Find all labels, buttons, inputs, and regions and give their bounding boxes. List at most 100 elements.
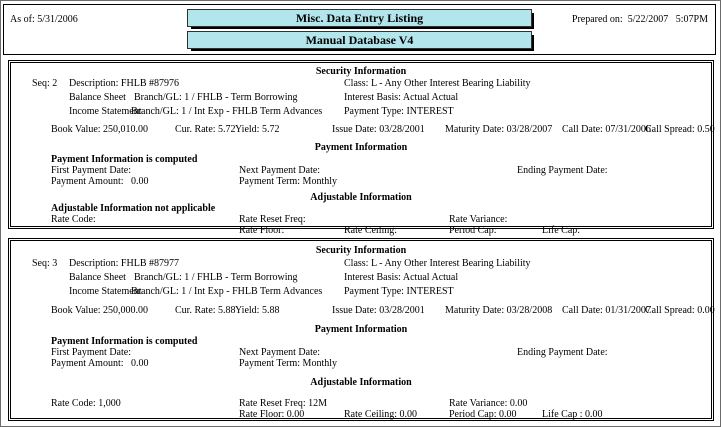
life-cap-field: Life Cap : 0.00 — [542, 409, 603, 420]
payment-section-header: Payment Information — [11, 142, 711, 154]
balance-branch-field: Branch/GL: 1 / FHLB - Term Borrowing — [134, 92, 298, 103]
prepared-on-timestamp: Prepared on: 5/22/2007 5:07PM — [571, 14, 708, 25]
record-row: Rate Code: Rate Reset Freq: Rate Varianc… — [11, 214, 711, 226]
rate-code-field: Rate Code: — [51, 214, 96, 225]
call-spread-field: Call Spread: 0.00 — [645, 305, 715, 316]
rate-code-field: Rate Code: 1,000 — [51, 398, 121, 409]
rate-reset-freq-field: Rate Reset Freq: — [239, 214, 306, 225]
rate-reset-freq-field: Rate Reset Freq: 12M — [239, 398, 328, 409]
call-date-field: Call Date: 01/31/2007 — [562, 305, 651, 316]
record-row: First Payment Date: Next Payment Date: E… — [11, 165, 711, 177]
maturity-date-field: Maturity Date: 03/28/2007 — [445, 124, 553, 135]
seq-label: Seq: 2 — [32, 78, 58, 89]
record-row: Seq: 2 Description: FHLB #87976 Class: L… — [11, 78, 711, 90]
cur-rate-field: Cur. Rate: 5.72 — [175, 124, 236, 135]
balance-branch-field: Branch/GL: 1 / FHLB - Term Borrowing — [134, 272, 298, 283]
book-value-field: Book Value: 250,000.00 — [51, 305, 149, 316]
record-row: Income Statement Branch/GL: 1 / Int Exp … — [11, 286, 711, 298]
adjustable-note: Adjustable Information not applicable — [51, 203, 216, 214]
payment-type-field: Payment Type: INTEREST — [344, 286, 454, 297]
yield-field: Yield: 5.72 — [235, 124, 280, 135]
record-block-seq-3: Security Information Seq: 3 Description:… — [8, 238, 715, 421]
record-block-seq-2: Security Information Seq: 2 Description:… — [8, 60, 715, 236]
class-field: Class: L - Any Other Interest Bearing Li… — [344, 78, 531, 89]
payment-section-header: Payment Information — [11, 324, 711, 336]
ending-payment-date-field: Ending Payment Date: — [517, 347, 608, 358]
first-payment-date-field: First Payment Date: — [51, 347, 131, 358]
record-row: Rate Floor: Rate Ceiling: Period Cap: Li… — [11, 225, 711, 237]
record-row: Balance Sheet Branch/GL: 1 / FHLB - Term… — [11, 272, 711, 284]
record-row: First Payment Date: Next Payment Date: E… — [11, 347, 711, 359]
payment-section-title: Payment Information — [314, 324, 408, 335]
adjustable-section-title: Adjustable Information — [310, 377, 412, 388]
call-spread-field: Call Spread: 0.50 — [645, 124, 715, 135]
income-branch-field: Branch/GL: 1 / Int Exp - FHLB Term Advan… — [131, 286, 323, 297]
issue-date-field: Issue Date: 03/28/2001 — [332, 124, 425, 135]
rate-ceiling-field: Rate Ceiling: — [344, 225, 398, 236]
description-field: Description: FHLB #87977 — [69, 258, 179, 269]
next-payment-date-field: Next Payment Date: — [239, 347, 321, 358]
yield-field: Yield: 5.88 — [235, 305, 280, 316]
payment-note: Payment Information is computed — [51, 154, 198, 165]
record-row: Book Value: 250,000.00 Cur. Rate: 5.88 Y… — [11, 305, 715, 317]
period-cap-field: Period Cap: 0.00 — [449, 409, 517, 420]
adjustable-section-header: Adjustable Information — [11, 192, 711, 204]
record-row: Payment Amount: 0.00 Payment Term: Month… — [11, 176, 711, 188]
as-of-date: As of: 5/31/2006 — [10, 14, 78, 25]
payment-type-field: Payment Type: INTEREST — [344, 106, 454, 117]
record-row: Adjustable Information not applicable — [11, 203, 711, 215]
report-title: Misc. Data Entry Listing — [295, 11, 424, 25]
security-section-title: Security Information — [315, 245, 407, 256]
rate-floor-field: Rate Floor: — [239, 225, 285, 236]
life-cap-field: Life Cap: — [542, 225, 581, 236]
report-subtitle: Manual Database V4 — [305, 33, 414, 47]
rate-ceiling-field: Rate Ceiling: 0.00 — [344, 409, 418, 420]
interest-basis-field: Interest Basis: Actual Actual — [344, 272, 459, 283]
report-subtitle-banner: Manual Database V4 — [187, 31, 532, 49]
report-header: As of: 5/31/2006 Misc. Data Entry Listin… — [3, 4, 716, 55]
record-row: Rate Floor: 0.00 Rate Ceiling: 0.00 Peri… — [11, 409, 711, 421]
income-statement-label: Income Statement — [69, 106, 142, 117]
record-row: Income Statement Branch/GL: 1 / Int Exp … — [11, 106, 711, 118]
period-cap-field: Period Cap: — [449, 225, 497, 236]
security-section-header: Security Information — [11, 66, 711, 78]
payment-term-field: Payment Term: Monthly — [239, 358, 337, 369]
payment-note: Payment Information is computed — [51, 336, 198, 347]
adjustable-section-header: Adjustable Information — [11, 377, 711, 389]
income-branch-field: Branch/GL: 1 / Int Exp - FHLB Term Advan… — [131, 106, 323, 117]
rate-variance-field: Rate Variance: — [449, 214, 508, 225]
issue-date-field: Issue Date: 03/28/2001 — [332, 305, 425, 316]
record-row: Rate Code: 1,000 Rate Reset Freq: 12M Ra… — [11, 398, 711, 410]
record-row: Balance Sheet Branch/GL: 1 / FHLB - Term… — [11, 92, 711, 104]
record-row: Book Value: 250,010.00 Cur. Rate: 5.72 Y… — [11, 124, 715, 136]
description-field: Description: FHLB #87976 — [69, 78, 179, 89]
adjustable-section-title: Adjustable Information — [310, 192, 412, 203]
rate-variance-field: Rate Variance: 0.00 — [449, 398, 528, 409]
security-section-title: Security Information — [315, 66, 407, 77]
payment-term-field: Payment Term: Monthly — [239, 176, 337, 187]
maturity-date-field: Maturity Date: 03/28/2008 — [445, 305, 553, 316]
first-payment-date-field: First Payment Date: — [51, 165, 131, 176]
payment-section-title: Payment Information — [314, 142, 408, 153]
interest-basis-field: Interest Basis: Actual Actual — [344, 92, 459, 103]
record-row: Payment Amount: 0.00 Payment Term: Month… — [11, 358, 711, 370]
record-row: Seq: 3 Description: FHLB #87977 Class: L… — [11, 258, 711, 270]
book-value-field: Book Value: 250,010.00 — [51, 124, 149, 135]
seq-label: Seq: 3 — [32, 258, 58, 269]
cur-rate-field: Cur. Rate: 5.88 — [175, 305, 236, 316]
balance-sheet-label: Balance Sheet — [69, 272, 126, 283]
record-row: Payment Information is computed — [11, 154, 711, 166]
class-field: Class: L - Any Other Interest Bearing Li… — [344, 258, 531, 269]
next-payment-date-field: Next Payment Date: — [239, 165, 321, 176]
report-title-banner: Misc. Data Entry Listing — [187, 9, 532, 27]
balance-sheet-label: Balance Sheet — [69, 92, 126, 103]
ending-payment-date-field: Ending Payment Date: — [517, 165, 608, 176]
income-statement-label: Income Statement — [69, 286, 142, 297]
payment-amount-field: Payment Amount: 0.00 — [51, 176, 149, 187]
rate-floor-field: Rate Floor: 0.00 — [239, 409, 305, 420]
record-row: Payment Information is computed — [11, 336, 711, 348]
call-date-field: Call Date: 07/31/2006 — [562, 124, 651, 135]
payment-amount-field: Payment Amount: 0.00 — [51, 358, 149, 369]
security-section-header: Security Information — [11, 245, 711, 257]
